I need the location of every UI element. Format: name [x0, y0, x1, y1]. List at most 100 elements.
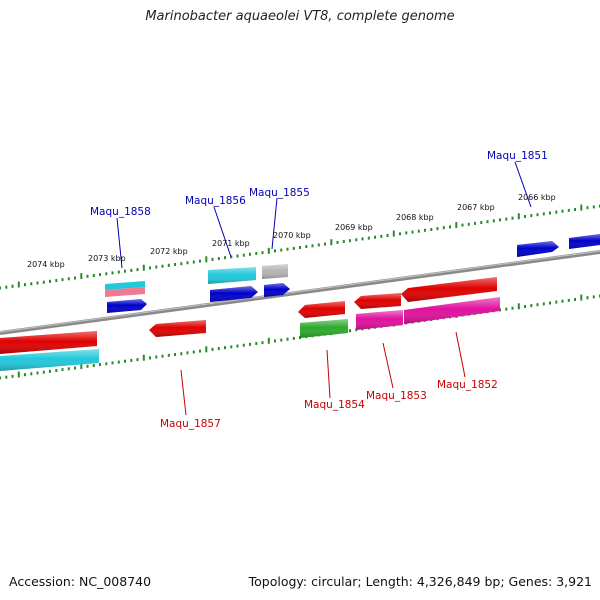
major-tick — [455, 222, 458, 228]
minor-tick — [324, 242, 326, 246]
minor-tick — [405, 231, 408, 235]
gene-label-maqu-1854[interactable]: Maqu_1854 — [304, 399, 365, 411]
gene-maqu-1856[interactable] — [208, 267, 258, 302]
gene-left-red[interactable] — [0, 331, 99, 371]
minor-tick — [186, 261, 189, 265]
scale-label: 2074 kbp — [27, 260, 65, 269]
minor-tick — [36, 281, 39, 285]
minor-tick — [161, 354, 164, 358]
minor-tick — [386, 234, 389, 237]
minor-tick — [505, 307, 508, 311]
gene-label-maqu-1853[interactable]: Maqu_1853 — [366, 390, 427, 402]
minor-tick — [486, 220, 489, 224]
minor-tick — [49, 279, 51, 283]
minor-tick — [530, 214, 533, 218]
minor-tick — [236, 254, 239, 258]
minor-tick — [549, 301, 551, 305]
gene-label-maqu-1852[interactable]: Maqu_1852 — [437, 379, 498, 391]
minor-tick — [499, 218, 501, 222]
minor-tick — [511, 216, 514, 220]
minor-tick — [30, 282, 33, 286]
minor-tick — [586, 206, 589, 210]
minor-tick — [74, 276, 76, 280]
minor-tick — [442, 226, 445, 230]
minor-tick — [136, 268, 139, 272]
major-tick — [17, 371, 20, 378]
minor-tick — [174, 263, 176, 266]
gene-label-maqu-1856[interactable]: Maqu_1856 — [185, 195, 246, 207]
major-tick — [392, 230, 395, 237]
minor-tick — [167, 263, 170, 267]
minor-tick — [586, 296, 589, 300]
minor-tick — [524, 215, 526, 218]
minor-tick — [117, 360, 120, 364]
scale-label: 2068 kbp — [396, 213, 434, 222]
minor-tick — [67, 277, 70, 281]
minor-tick — [424, 228, 426, 232]
minor-tick — [255, 342, 258, 345]
minor-tick — [36, 371, 39, 375]
gene-label-maqu-1857[interactable]: Maqu_1857 — [160, 418, 221, 430]
minor-tick — [492, 219, 495, 223]
minor-tick — [124, 269, 126, 273]
minor-tick — [574, 208, 576, 211]
minor-tick — [61, 368, 64, 372]
minor-tick — [180, 262, 183, 266]
minor-tick — [74, 366, 76, 370]
genome-backbone-highlight — [0, 250, 600, 333]
gene-maqu-1855[interactable] — [262, 264, 290, 297]
minor-tick — [311, 244, 314, 248]
minor-tick — [111, 361, 114, 365]
minor-tick — [167, 353, 170, 357]
gene-label-maqu-1855[interactable]: Maqu_1855 — [249, 187, 310, 199]
minor-tick — [0, 376, 1, 380]
scale-labels: 2074 kbp 2073 kbp 2072 kbp 2071 kbp 2070… — [27, 193, 556, 269]
major-tick — [330, 239, 333, 246]
gene-label-maqu-1851[interactable]: Maqu_1851 — [487, 150, 548, 162]
minor-tick — [549, 211, 551, 215]
minor-tick — [511, 306, 514, 310]
major-tick — [267, 337, 270, 344]
minor-tick — [211, 257, 214, 261]
minor-tick — [5, 285, 8, 289]
minor-tick — [130, 268, 133, 272]
minor-tick — [542, 212, 545, 216]
minor-tick — [230, 345, 233, 349]
minor-tick — [374, 235, 376, 239]
minor-tick — [242, 343, 245, 347]
minor-tick — [336, 240, 339, 244]
minor-tick — [55, 369, 58, 372]
minor-tick — [180, 352, 183, 356]
minor-tick — [555, 210, 558, 214]
gene-maqu-1851[interactable] — [517, 234, 600, 257]
minor-tick — [286, 337, 289, 341]
gene-maqu-1854[interactable] — [298, 301, 348, 338]
minor-tick — [567, 208, 570, 212]
minor-tick — [411, 230, 414, 234]
major-tick — [267, 247, 270, 254]
gene-maqu-1852[interactable] — [401, 277, 500, 324]
minor-tick — [274, 339, 276, 343]
minor-tick — [230, 255, 233, 259]
minor-tick — [574, 298, 576, 301]
gene-maqu-1857[interactable] — [149, 320, 206, 337]
minor-tick — [399, 232, 401, 236]
genome-backbone — [0, 250, 600, 335]
scale-label: 2070 kbp — [273, 231, 311, 240]
gene-maqu-1853[interactable] — [354, 293, 403, 330]
minor-tick — [55, 279, 58, 282]
minor-tick — [342, 240, 345, 243]
gene-maqu-1858[interactable] — [105, 281, 147, 313]
minor-tick — [274, 249, 276, 253]
minor-tick — [24, 283, 26, 287]
minor-tick — [117, 270, 120, 274]
minor-tick — [480, 221, 483, 224]
minor-tick — [592, 295, 595, 299]
topology-text: Topology: circular; Length: 4,326,849 bp… — [248, 574, 592, 589]
minor-tick — [505, 217, 508, 221]
scale-label: 2067 kbp — [457, 203, 495, 212]
minor-tick — [24, 373, 26, 377]
gene-label-maqu-1858[interactable]: Maqu_1858 — [90, 206, 151, 218]
minor-tick — [530, 304, 533, 308]
